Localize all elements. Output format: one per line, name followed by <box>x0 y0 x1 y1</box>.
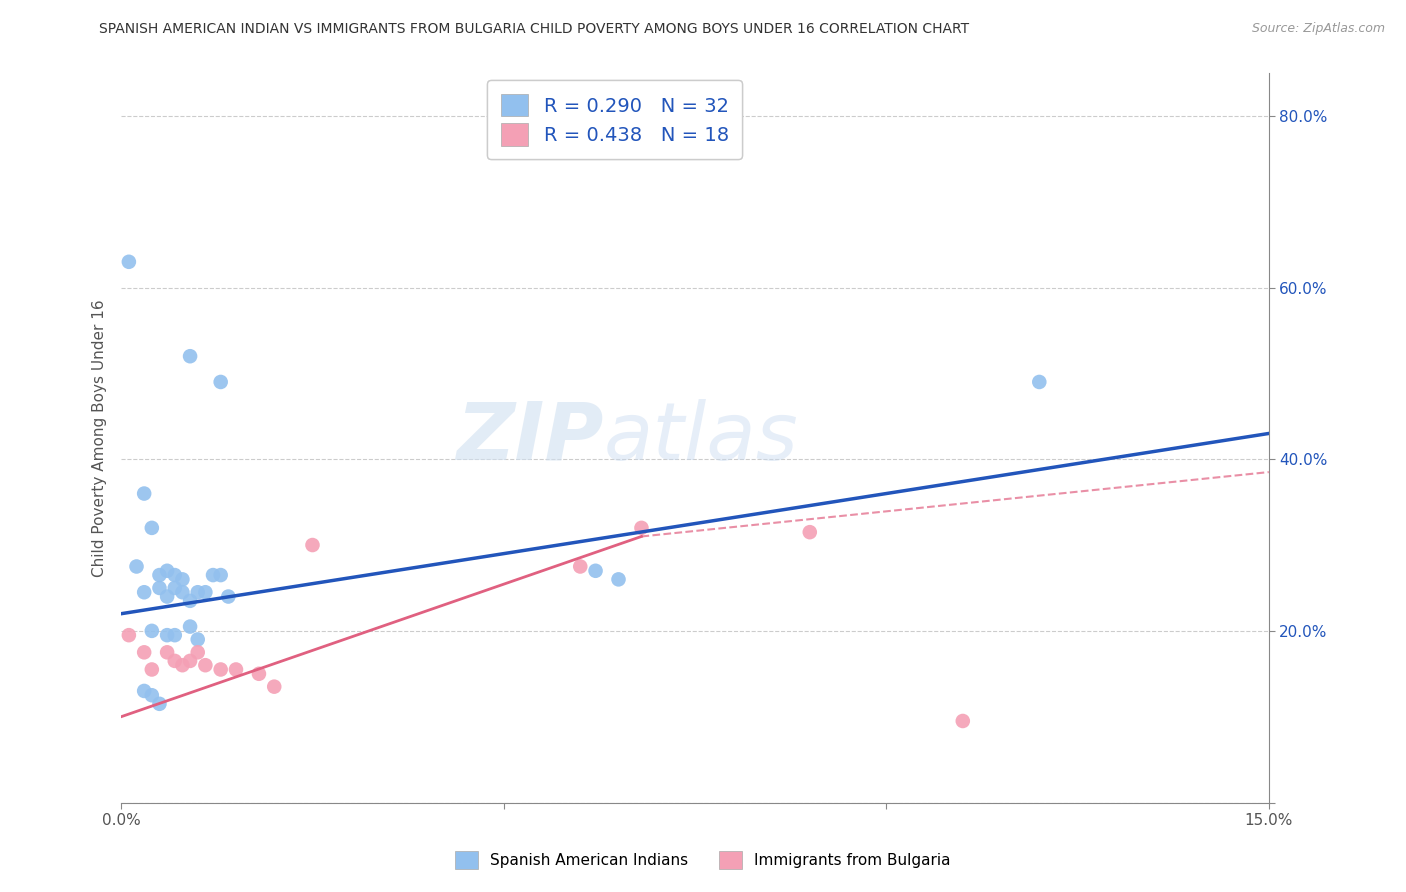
Point <box>163 654 186 668</box>
Point <box>301 538 323 552</box>
Point <box>1028 375 1050 389</box>
Point <box>163 581 186 595</box>
Point <box>569 559 592 574</box>
Point <box>209 568 232 582</box>
Point <box>141 663 163 677</box>
Point <box>156 645 179 659</box>
Point <box>148 568 170 582</box>
Point <box>179 349 201 363</box>
Point <box>585 564 607 578</box>
Point <box>179 619 201 633</box>
Y-axis label: Child Poverty Among Boys Under 16: Child Poverty Among Boys Under 16 <box>93 299 107 576</box>
Point <box>125 559 148 574</box>
Text: atlas: atlas <box>603 399 799 476</box>
Legend: R = 0.290   N = 32, R = 0.438   N = 18: R = 0.290 N = 32, R = 0.438 N = 18 <box>486 80 742 159</box>
Point <box>209 663 232 677</box>
Point <box>148 581 170 595</box>
Point <box>156 628 179 642</box>
Point <box>172 585 194 599</box>
Point <box>194 658 217 673</box>
Point <box>156 590 179 604</box>
Point <box>187 585 209 599</box>
Point <box>217 590 239 604</box>
Text: SPANISH AMERICAN INDIAN VS IMMIGRANTS FROM BULGARIA CHILD POVERTY AMONG BOYS UND: SPANISH AMERICAN INDIAN VS IMMIGRANTS FR… <box>100 22 969 37</box>
Point <box>163 568 186 582</box>
Point <box>194 585 217 599</box>
Point <box>141 624 163 638</box>
Point <box>172 573 194 587</box>
Point <box>156 564 179 578</box>
Point <box>607 573 630 587</box>
Point <box>141 688 163 702</box>
Point <box>118 255 141 269</box>
Point <box>179 594 201 608</box>
Point <box>172 658 194 673</box>
Point <box>134 585 156 599</box>
Point <box>952 714 974 728</box>
Point <box>630 521 652 535</box>
Point <box>247 666 270 681</box>
Point <box>118 628 141 642</box>
Point <box>134 645 156 659</box>
Point <box>225 663 247 677</box>
Point <box>209 375 232 389</box>
Point <box>179 654 201 668</box>
Legend: Spanish American Indians, Immigrants from Bulgaria: Spanish American Indians, Immigrants fro… <box>449 845 957 875</box>
Point <box>187 632 209 647</box>
Point <box>134 684 156 698</box>
Point <box>134 486 156 500</box>
Text: Source: ZipAtlas.com: Source: ZipAtlas.com <box>1251 22 1385 36</box>
Point <box>799 525 821 540</box>
Point <box>163 628 186 642</box>
Point <box>141 521 163 535</box>
Point <box>148 697 170 711</box>
Point <box>187 645 209 659</box>
Text: ZIP: ZIP <box>456 399 603 476</box>
Point <box>202 568 225 582</box>
Point <box>263 680 285 694</box>
